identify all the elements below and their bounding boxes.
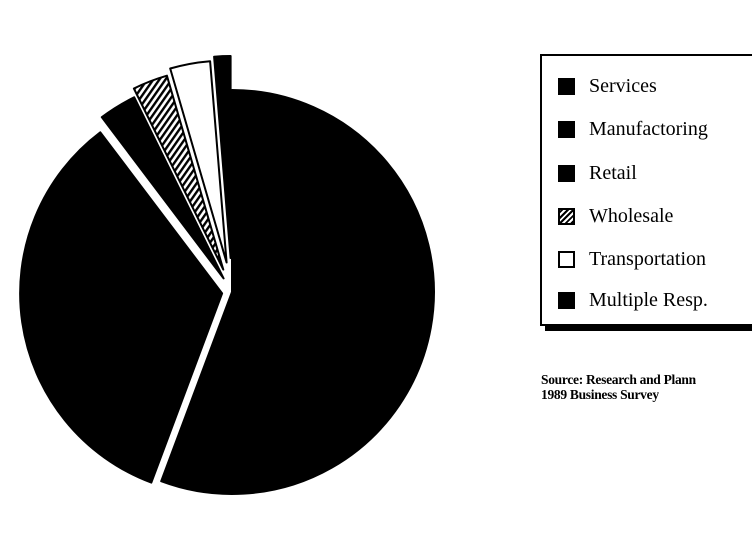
source-note: Source: Research and Plann 1989 Business… — [541, 372, 696, 402]
pie-slice-wholesale — [132, 74, 225, 271]
source-line-2: 1989 Business Survey — [541, 387, 659, 402]
swatch-hatched-icon — [558, 207, 575, 225]
swatch-solid-icon — [558, 77, 575, 95]
swatch-open-icon — [558, 250, 575, 268]
pie-slice-retail — [100, 96, 225, 280]
swatch-solid-icon — [558, 291, 575, 309]
legend-label: Services — [589, 74, 657, 97]
legend-label: Retail — [589, 161, 637, 184]
legend-item-transportation: Transportation — [558, 244, 706, 274]
legend-item-manufactoring: Manufactoring — [558, 114, 708, 144]
legend-label: Transportation — [589, 247, 707, 270]
legend-item-retail: Retail — [558, 158, 637, 188]
legend-label: Wholesale — [589, 204, 674, 227]
legend-item-services: Services — [558, 71, 657, 101]
swatch-solid-icon — [558, 164, 575, 182]
legend-item-wholesale: Wholesale — [558, 201, 673, 231]
legend-item-multiple-resp: Multiple Resp. — [558, 285, 708, 315]
pie-slice-multiple-resp — [213, 55, 232, 259]
legend-label: Manufactoring — [589, 117, 708, 140]
legend-label: Multiple Resp. — [589, 288, 708, 311]
chart-legend: Services Manufactoring Retail Wholesale … — [540, 54, 752, 326]
source-line-1: Source: Research and Plann — [541, 372, 696, 387]
pie-slice-manufactoring — [19, 131, 224, 484]
pie-slice-services — [160, 89, 435, 495]
swatch-solid-icon — [558, 120, 575, 138]
pie-slice-transportation — [169, 60, 228, 264]
